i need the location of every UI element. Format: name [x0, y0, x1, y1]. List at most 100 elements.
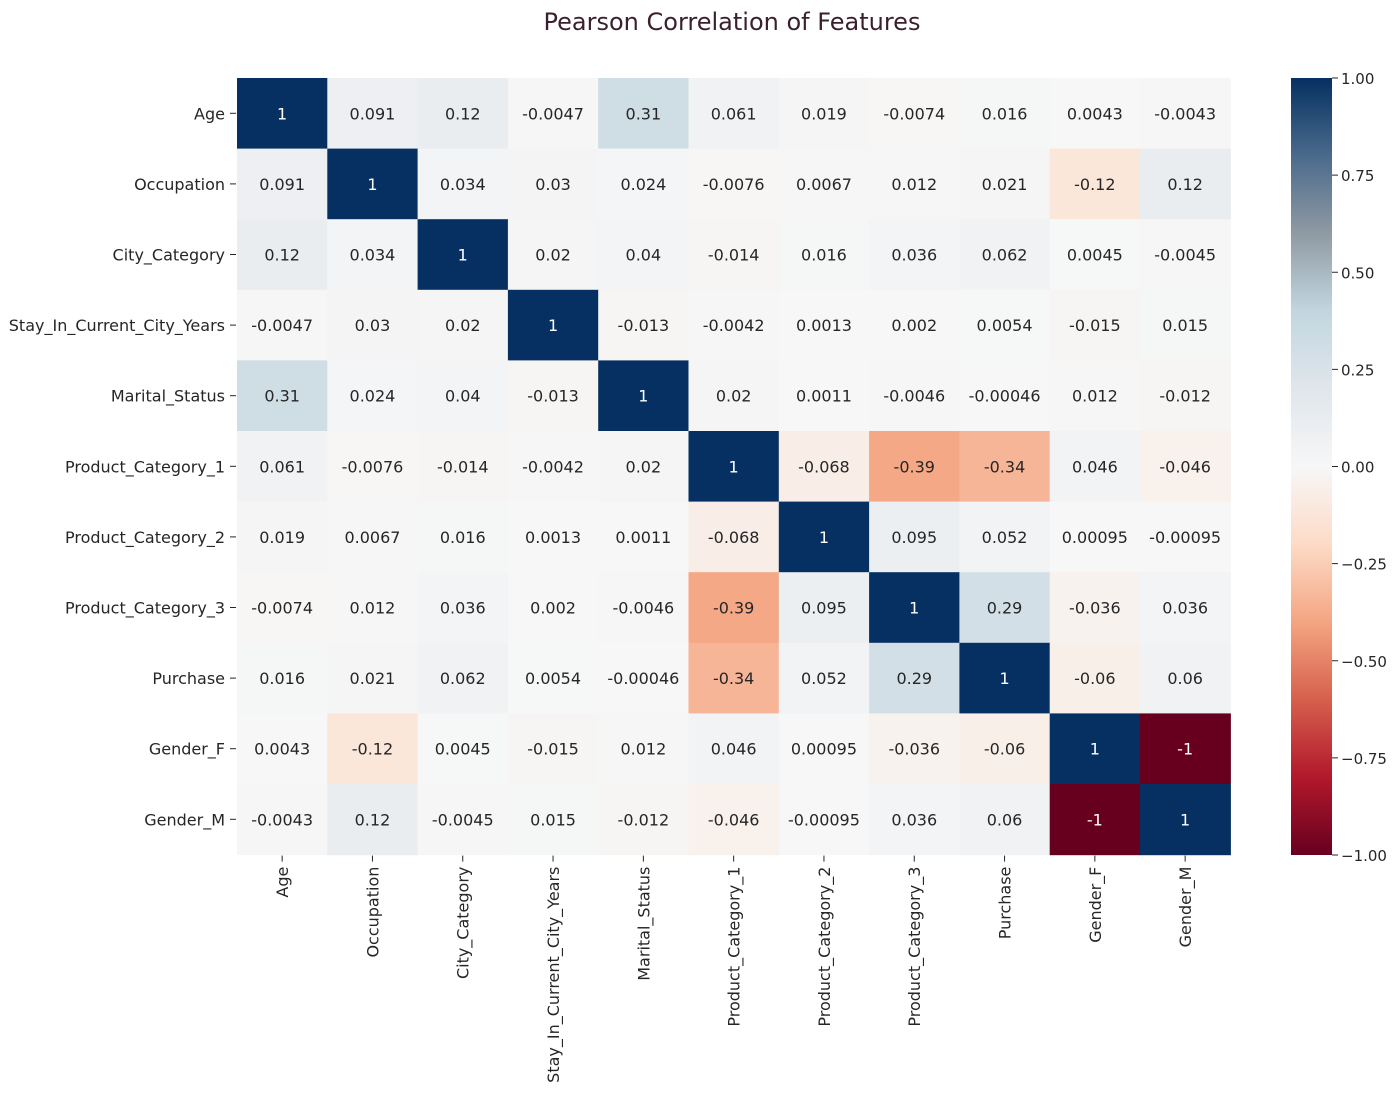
cell-value-label: 1	[458, 246, 468, 265]
heatmap-cell	[1140, 219, 1231, 291]
cell-value-label: -0.0045	[1154, 246, 1216, 265]
heatmap-cell	[598, 78, 690, 150]
heatmap-cell	[237, 784, 328, 856]
heatmap-cell	[327, 148, 419, 220]
heatmap-cell	[688, 148, 780, 220]
colorbar-tick-label: 0.50	[1341, 264, 1374, 282]
heatmap-cell	[507, 784, 599, 856]
y-tick-label: Product_Category_1	[65, 457, 225, 477]
cell-value-label: 1	[548, 316, 558, 335]
cell-value-label: 0.091	[259, 175, 305, 194]
heatmap-cell	[778, 219, 870, 291]
colorbar: 1.00 0.75 0.50 0.25 0.00 −0.25 −0.50 −0.75 −1.00	[1291, 70, 1387, 865]
heatmap-cell	[959, 572, 1051, 644]
colorbar-tick-label: −0.75	[1341, 750, 1387, 768]
heatmap-cell	[688, 784, 780, 856]
y-tick-label: Purchase	[152, 669, 225, 688]
heatmap-cell	[869, 501, 960, 573]
cell-value-label: 0.019	[259, 528, 305, 547]
heatmap-cell	[1140, 572, 1231, 644]
colorbar-tick-label: −1.00	[1341, 847, 1387, 865]
cell-value-label: 1	[277, 104, 287, 123]
cell-value-label: -0.0076	[703, 175, 765, 194]
heatmap-cell	[237, 219, 328, 291]
heatmap-cell	[959, 289, 1051, 361]
cell-value-label: -0.068	[798, 457, 850, 476]
cell-value-label: 0.0054	[977, 316, 1033, 335]
heatmap-cell	[1140, 501, 1231, 573]
x-tick-label: Stay_In_Current_City_Years	[544, 867, 564, 1083]
cell-value-label: 0.29	[896, 669, 932, 688]
y-tick-label: Age	[194, 104, 225, 123]
cell-value-label: -0.014	[437, 457, 489, 476]
y-tick-label: Marital_Status	[111, 387, 225, 407]
heatmap-cell	[237, 572, 328, 644]
cell-value-label: -0.0042	[703, 316, 765, 335]
cell-value-label: -0.068	[708, 528, 760, 547]
y-axis-ticks: Age Occupation City_Category Stay_In_Curren…	[9, 104, 236, 830]
cell-value-label: 0.00095	[791, 740, 857, 759]
cell-value-label: -0.39	[894, 457, 935, 476]
heatmap-cell	[959, 360, 1051, 432]
heatmap-cell	[237, 360, 328, 432]
cell-value-label: 0.0054	[525, 669, 581, 688]
cell-value-label: -0.00095	[788, 810, 860, 829]
cell-value-label: -0.046	[708, 810, 760, 829]
heatmap-cell	[417, 148, 509, 220]
cell-value-label: 0.095	[891, 528, 937, 547]
cell-value-label: 0.016	[801, 246, 847, 265]
cell-value-label: -0.013	[527, 387, 579, 406]
heatmap-cell	[869, 431, 960, 503]
heatmap-cell	[507, 148, 599, 220]
cell-value-label: 1	[999, 669, 1009, 688]
heatmap-cell	[417, 501, 509, 573]
cell-value-label: -0.036	[888, 740, 940, 759]
colorbar-gradient	[1291, 78, 1332, 855]
heatmap-cell	[688, 360, 780, 432]
cell-value-label: 0.034	[350, 246, 396, 265]
heatmap-cell	[327, 289, 419, 361]
heatmap-cell	[598, 431, 690, 503]
cell-value-label: 0.31	[626, 104, 662, 123]
x-tick-label: Product_Category_3	[905, 867, 925, 1027]
heatmap-cell	[237, 78, 328, 150]
cell-value-label: 0.046	[1072, 457, 1118, 476]
x-tick-label: City_Category	[454, 867, 474, 979]
heatmap-cell	[598, 572, 690, 644]
heatmap-cell	[688, 713, 780, 785]
cell-value-label: 1	[1090, 740, 1100, 759]
cell-value-label: -0.0047	[251, 316, 313, 335]
cell-value-label: 0.0043	[254, 740, 310, 759]
cell-value-label: 0.12	[264, 246, 300, 265]
cell-value-label: -0.046	[1159, 457, 1211, 476]
cell-value-label: 1	[729, 457, 739, 476]
heatmap-cell	[869, 572, 960, 644]
heatmap-cell	[688, 572, 780, 644]
chart-title: Pearson Correlation of Features	[544, 8, 921, 36]
x-tick-label: Gender_M	[1176, 867, 1196, 948]
heatmap-cells: 1 0.091 0.12 -0.0047 0.31 0.061 0.019 -0.0074 0.…	[237, 78, 1231, 856]
heatmap-cell	[1049, 642, 1141, 714]
x-tick-label: Gender_F	[1086, 867, 1106, 943]
cell-value-label: -0.0074	[883, 104, 945, 123]
heatmap-cell	[778, 360, 870, 432]
y-tick-label: Stay_In_Current_City_Years	[9, 316, 225, 336]
cell-value-label: 0.016	[440, 528, 486, 547]
heatmap-cell	[1049, 148, 1141, 220]
cell-value-label: 0.061	[259, 457, 305, 476]
y-tick-label: Occupation	[134, 175, 225, 194]
heatmap-cell	[598, 219, 690, 291]
cell-value-label: 0.002	[530, 599, 576, 618]
cell-value-label: 0.0045	[1067, 246, 1123, 265]
cell-value-label: -0.015	[1069, 316, 1121, 335]
cell-value-label: 0.021	[350, 669, 396, 688]
cell-value-label: -0.00046	[969, 387, 1041, 406]
heatmap-cell	[688, 78, 780, 150]
cell-value-label: -0.0047	[522, 104, 584, 123]
heatmap-cell	[869, 713, 960, 785]
heatmap-cell	[598, 642, 690, 714]
cell-value-label: 0.0043	[1067, 104, 1123, 123]
heatmap-cell	[598, 360, 690, 432]
colorbar-tick-label: 1.00	[1341, 70, 1374, 88]
heatmap-cell	[1049, 713, 1141, 785]
